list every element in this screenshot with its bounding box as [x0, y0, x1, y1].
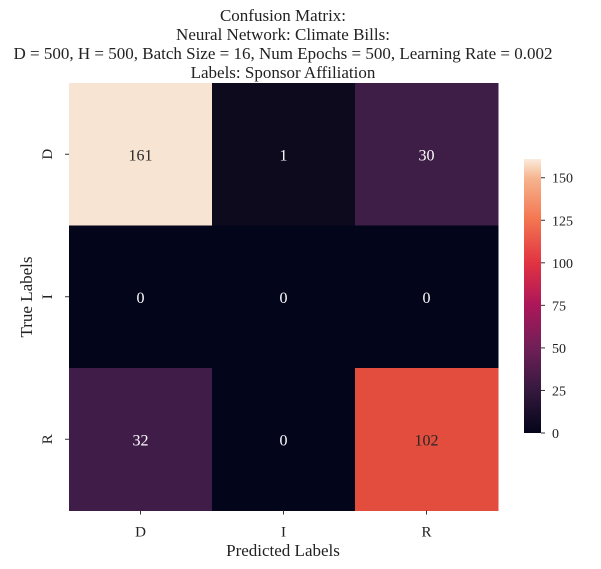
colorbar-tick-label: 0	[552, 427, 559, 442]
colorbar-ticks: 0 25 50 75 100 125 150	[541, 172, 573, 442]
heatmap-cell-D-R	[355, 83, 499, 226]
y-axis-ticks: D I R	[40, 149, 69, 444]
cell-value-label: 30	[419, 147, 435, 164]
cell-value-label: 161	[129, 147, 153, 164]
y-tick-label-R: R	[40, 434, 56, 444]
heatmap-cell-D-I	[212, 83, 356, 226]
y-axis-label: True Labels	[17, 256, 36, 337]
colorbar-tick-label: 150	[552, 172, 573, 187]
heatmap-cell-R-R	[355, 368, 499, 511]
colorbar-tick-label: 75	[552, 299, 566, 314]
heatmap-cell-I-D	[69, 225, 213, 369]
heatmap-cell-D-D	[69, 83, 213, 226]
colorbar-tick-label: 50	[552, 342, 566, 357]
chart-title: Confusion Matrix:Neural Network: Climate…	[14, 6, 553, 82]
title-line-1: Confusion Matrix:	[220, 6, 346, 25]
title-line-4: Labels: Sponsor Affiliation	[191, 63, 376, 82]
y-tick-label-D: D	[40, 149, 56, 160]
colorbar	[524, 159, 541, 433]
y-tick-label-I: I	[40, 294, 56, 299]
x-tick-label-I: I	[281, 525, 286, 541]
heatmap-cell-R-I	[212, 368, 356, 511]
x-axis-label: Predicted Labels	[226, 541, 340, 560]
x-tick-label-R: R	[421, 525, 431, 541]
colorbar-gradient	[524, 159, 541, 433]
heatmap-cell-I-I	[212, 225, 356, 369]
cell-value-label: 0	[280, 290, 288, 307]
colorbar-tick-label: 25	[552, 384, 566, 399]
heatmap-cells: 161 1 30 0 0 0 32 0 102	[69, 83, 499, 511]
cell-value-label: 32	[133, 432, 149, 449]
heatmap-cell-R-D	[69, 368, 213, 511]
title-line-3: D = 500, H = 500, Batch Size = 16, Num E…	[14, 44, 553, 63]
heatmap-cell-I-R	[355, 225, 499, 369]
title-line-2: Neural Network: Climate Bills:	[176, 25, 390, 44]
cell-value-label: 102	[415, 432, 439, 449]
colorbar-tick-label: 100	[552, 257, 573, 272]
cell-value-label: 0	[423, 290, 431, 307]
cell-value-label: 1	[280, 147, 288, 164]
x-tick-label-D: D	[135, 525, 146, 541]
cell-value-label: 0	[137, 290, 145, 307]
cell-value-label: 0	[280, 432, 288, 449]
colorbar-tick-label: 125	[552, 214, 573, 229]
